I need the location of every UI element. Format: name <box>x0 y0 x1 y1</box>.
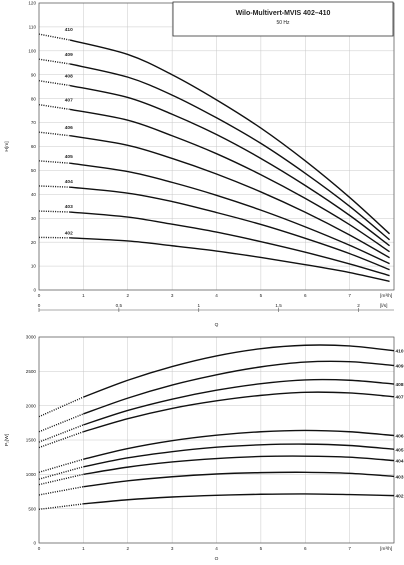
secondary-x-tick-label-0: 0 <box>38 303 41 308</box>
head-series-label-410: 410 <box>65 27 73 33</box>
head-curve-405-dotted <box>39 161 70 163</box>
head-y-tick-label-8: 80 <box>31 96 37 101</box>
head-x-unit: [m³/h] <box>380 293 392 299</box>
head-series-label-407: 407 <box>65 98 73 104</box>
power-series-label-402: 402 <box>396 494 404 500</box>
head-curve-406 <box>70 136 390 258</box>
head-y-tick-label-12: 120 <box>28 1 36 6</box>
head-y-tick-label-6: 60 <box>31 144 37 149</box>
title-box-frame <box>173 2 393 36</box>
power-series-label-408: 408 <box>396 382 404 388</box>
head-y-tick-label-11: 110 <box>29 25 37 30</box>
power-series-label-403: 403 <box>396 474 404 480</box>
head-curve-406-dotted <box>39 132 70 136</box>
head-curve-403-dotted <box>39 211 70 212</box>
head-y-tick-label-10: 100 <box>28 48 36 53</box>
head-curve-407-dotted <box>39 105 70 110</box>
head-curve-409 <box>70 64 390 240</box>
head-x-tick-label-6: 6 <box>304 293 307 298</box>
power-curve-410-dotted <box>39 397 83 417</box>
chart-subtitle: 50 Hz <box>276 20 290 26</box>
power-series-label-407: 407 <box>396 395 404 401</box>
power-curve-405-dotted <box>39 467 83 479</box>
head-series-label-408: 408 <box>65 74 73 80</box>
power-series-label-410: 410 <box>396 349 404 355</box>
power-x-tick-label-6: 6 <box>304 546 307 551</box>
head-x-tick-label-2: 2 <box>126 293 129 298</box>
power-series-label-404: 404 <box>396 459 404 465</box>
secondary-x-tick-label-4: 2 <box>357 303 360 308</box>
head-x-tick-label-3: 3 <box>171 293 174 298</box>
head-y-tick-label-3: 30 <box>31 216 37 221</box>
power-curve-404 <box>83 456 394 474</box>
power-curve-404-dotted <box>39 474 83 484</box>
title-box: Wilo-Multivert-MVIS 402–410 50 Hz <box>173 2 393 36</box>
head-series-label-409: 409 <box>65 52 73 58</box>
secondary-x-tick-label-2: 1 <box>197 303 200 308</box>
power-curve-409 <box>83 361 394 414</box>
secondary-x-unit: [l/s] <box>380 303 387 309</box>
power-series-label-405: 405 <box>396 447 404 453</box>
power-x-tick-label-1: 1 <box>82 546 85 551</box>
power-x-tick-label-4: 4 <box>215 546 218 551</box>
head-series-label-404: 404 <box>65 179 73 185</box>
head-curve-402 <box>70 238 390 282</box>
power-y-tick-label-1: 500 <box>28 506 36 511</box>
power-x-tick-label-7: 7 <box>348 546 351 551</box>
head-y-tick-label-2: 20 <box>31 240 37 245</box>
power-x-tick-label-5: 5 <box>260 546 263 551</box>
head-y-axis-label: H[m] <box>4 141 10 151</box>
power-chart: 0 1 2 3 4 5 6 7 0 500 1000 1500 2000 2500 3000 [m³/h] P₂… <box>4 335 404 560</box>
head-x-tick-label-7: 7 <box>348 293 351 298</box>
head-y-tick-label-7: 70 <box>31 120 37 125</box>
head-y-tick-label-5: 50 <box>31 168 37 173</box>
head-x-tick-label-5: 5 <box>260 293 263 298</box>
head-series-label-402: 402 <box>65 230 73 236</box>
power-x-tick-label-3: 3 <box>171 546 174 551</box>
head-y-tick-label-9: 90 <box>31 72 37 77</box>
power-curve-403-dotted <box>39 487 83 495</box>
secondary-x-tick-label-1: 0,5 <box>116 303 123 308</box>
power-y-tick-label-5: 2500 <box>26 369 37 374</box>
head-x-tick-label-1: 1 <box>82 293 85 298</box>
secondary-x-tick-label-3: 1,5 <box>275 303 282 308</box>
head-x-tick-label-4: 4 <box>215 293 218 298</box>
head-curve-410-dotted <box>39 34 70 40</box>
power-y-tick-label-6: 3000 <box>26 335 37 340</box>
head-series-label-403: 403 <box>65 204 73 210</box>
head-x-tick-label-0: 0 <box>38 293 41 298</box>
head-curve-410 <box>70 40 390 234</box>
chart-title: Wilo-Multivert-MVIS 402–410 <box>236 10 331 17</box>
head-curve-404-dotted <box>39 186 70 187</box>
head-series-label-405: 405 <box>65 154 73 160</box>
head-y-tick-label-4: 40 <box>31 192 37 197</box>
head-curve-408-dotted <box>39 81 70 86</box>
power-series-label-406: 406 <box>396 434 404 440</box>
power-x-tick-label-2: 2 <box>126 546 129 551</box>
head-y-tick-label-0: 0 <box>33 288 36 293</box>
power-curve-406-dotted <box>39 459 83 472</box>
power-curve-402 <box>83 494 394 504</box>
head-curve-405 <box>70 163 390 263</box>
power-y-tick-label-2: 1000 <box>26 472 37 477</box>
power-y-tick-label-3: 1500 <box>26 438 37 443</box>
power-x-axis-label: Q <box>215 556 219 560</box>
head-x-axis-label: Q <box>215 322 219 328</box>
power-x-tick-label-0: 0 <box>38 546 41 551</box>
power-y-tick-label-0: 0 <box>33 541 36 546</box>
power-series-label-409: 409 <box>396 363 404 369</box>
power-y-tick-label-4: 2000 <box>26 403 37 408</box>
head-series-label-406: 406 <box>65 125 73 131</box>
power-curve-409-dotted <box>39 414 83 432</box>
power-y-axis-label: P₂[W] <box>4 434 10 446</box>
head-y-tick-label-1: 10 <box>31 264 37 269</box>
head-curve-409-dotted <box>39 59 70 64</box>
power-x-unit: [m³/h] <box>380 546 392 552</box>
head-curve-408 <box>70 86 390 246</box>
